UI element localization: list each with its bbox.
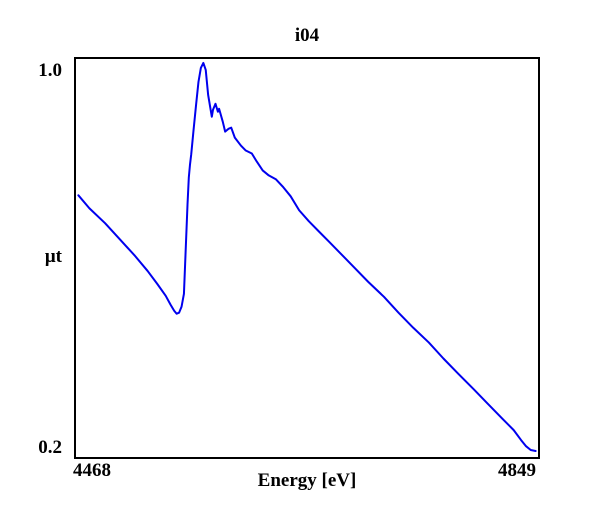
y-tick-max: 1.0	[38, 60, 62, 81]
x-tick-max: 4849	[498, 460, 536, 481]
plot-area	[74, 57, 540, 459]
y-tick-min: 0.2	[38, 437, 62, 458]
x-tick-min: 4468	[73, 460, 111, 481]
spectrum-line-svg	[76, 59, 538, 457]
x-axis-label: Energy [eV]	[257, 470, 357, 491]
y-axis-label: μt	[44, 246, 62, 267]
chart-title: i04	[294, 25, 320, 46]
